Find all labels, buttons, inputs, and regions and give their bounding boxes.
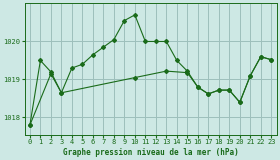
X-axis label: Graphe pression niveau de la mer (hPa): Graphe pression niveau de la mer (hPa) bbox=[63, 148, 239, 156]
